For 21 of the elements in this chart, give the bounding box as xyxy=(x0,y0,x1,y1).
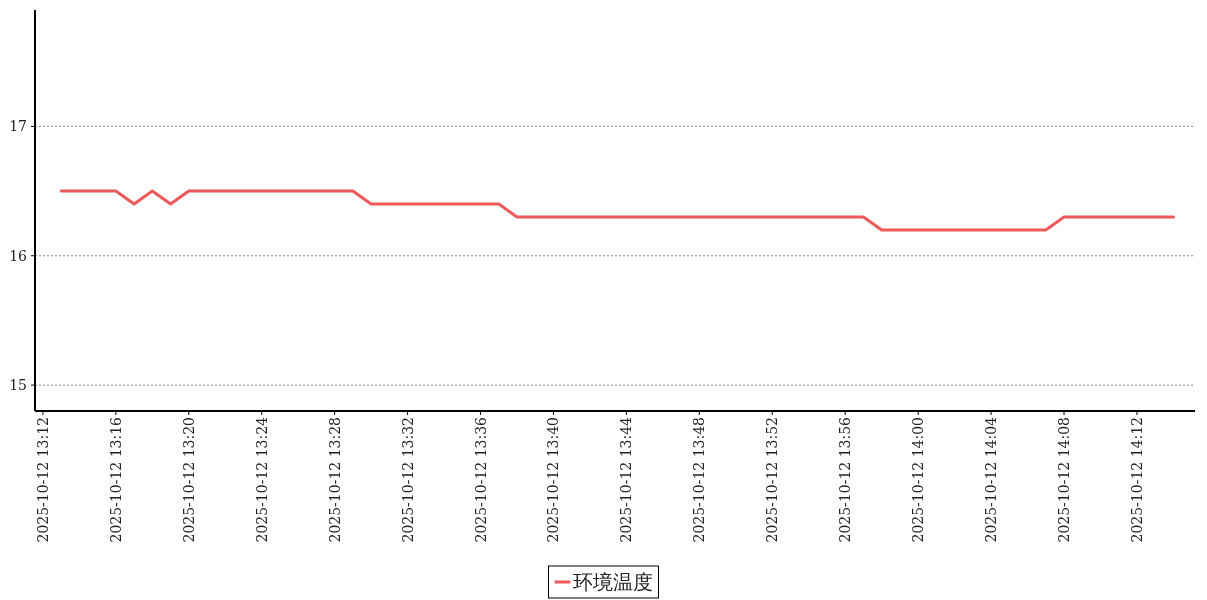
x-tick-label: 2025-10-12 13:16 xyxy=(107,416,124,543)
x-tick-label: 2025-10-12 14:12 xyxy=(1128,417,1145,543)
x-tick-label: 2025-10-12 13:52 xyxy=(764,417,781,543)
y-tick-label: 15 xyxy=(9,377,27,394)
legend-label: 环境温度 xyxy=(572,570,653,594)
line-series xyxy=(59,189,1175,232)
x-tick-label: 2025-10-12 13:40 xyxy=(545,417,562,543)
x-tick-label: 2025-10-12 13:48 xyxy=(691,417,708,543)
x-tick-label: 2025-10-12 13:28 xyxy=(326,417,343,543)
x-tick-label: 2025-10-12 13:24 xyxy=(253,416,270,543)
x-tick-label: 2025-10-12 13:12 xyxy=(34,417,51,543)
y-tick-label: 17 xyxy=(9,118,27,135)
x-tick-label: 2025-10-12 14:08 xyxy=(1056,417,1073,543)
x-tick-label: 2025-10-12 13:44 xyxy=(618,416,635,543)
x-tick-label: 2025-10-12 13:32 xyxy=(399,417,416,543)
y-tick-label: 16 xyxy=(9,247,28,264)
x-tick-label: 2025-10-12 13:36 xyxy=(472,416,489,543)
x-tick-label: 2025-10-12 14:00 xyxy=(910,417,927,543)
x-tick-label: 2025-10-12 13:56 xyxy=(837,416,854,543)
x-tick-label: 2025-10-12 14:04 xyxy=(983,416,1000,543)
x-tick-label: 2025-10-12 13:20 xyxy=(180,417,197,543)
